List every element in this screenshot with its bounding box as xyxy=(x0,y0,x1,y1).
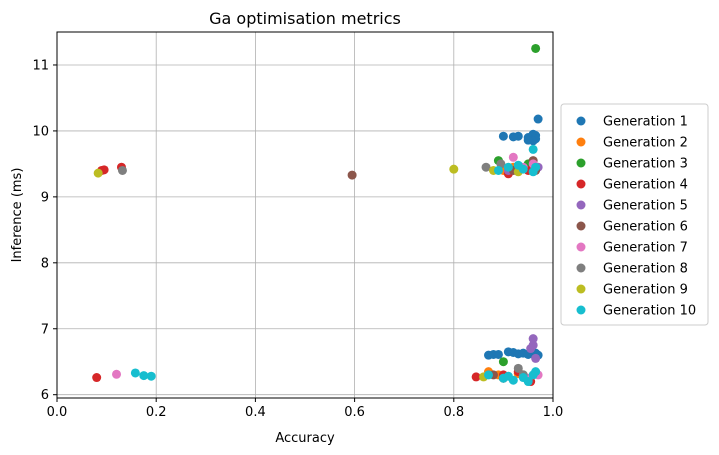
x-tick-label: 0.4 xyxy=(245,405,266,420)
legend-marker xyxy=(576,200,586,210)
data-point xyxy=(471,372,481,382)
data-point xyxy=(528,144,538,154)
legend: Generation 1 Generation 2 Generation 3 Gene… xyxy=(560,103,709,326)
legend-marker xyxy=(576,263,586,273)
legend-label: Generation 7 xyxy=(603,241,688,256)
data-point xyxy=(528,167,538,177)
data-point xyxy=(92,373,102,383)
data-point xyxy=(347,170,357,180)
legend-marker xyxy=(576,158,586,168)
data-point xyxy=(93,168,103,178)
y-tick-label: 7 xyxy=(41,322,49,337)
data-point xyxy=(513,363,523,373)
chart-title: Ga optimisation metrics xyxy=(209,9,401,28)
x-tick-label: 0.0 xyxy=(47,405,68,420)
data-point xyxy=(531,367,541,377)
data-point xyxy=(481,162,491,172)
data-point xyxy=(493,165,503,175)
legend-marker xyxy=(576,116,586,126)
data-point xyxy=(493,349,503,359)
legend-label: Generation 5 xyxy=(603,199,688,214)
x-tick-label: 0.2 xyxy=(146,405,167,420)
plot-frame xyxy=(56,31,554,399)
data-point xyxy=(531,353,541,363)
legend-label: Generation 3 xyxy=(603,157,688,172)
data-point xyxy=(513,160,523,170)
x-axis-ticks: 0.0 0.2 0.4 0.6 0.8 1.0 xyxy=(47,398,564,420)
y-axis-label: Inference (ms) xyxy=(10,168,25,263)
data-point xyxy=(117,165,127,175)
x-axis-label: Accuracy xyxy=(275,431,335,446)
y-tick-label: 11 xyxy=(32,58,49,73)
data-point xyxy=(498,131,508,141)
legend-marker xyxy=(576,179,586,189)
data-point xyxy=(503,162,513,172)
legend-box xyxy=(560,103,709,326)
y-tick-label: 6 xyxy=(41,388,49,403)
x-tick-label: 0.8 xyxy=(443,405,464,420)
data-points xyxy=(92,43,543,387)
y-tick-label: 10 xyxy=(32,124,49,139)
legend-label: Generation 8 xyxy=(603,262,688,277)
data-point xyxy=(508,132,518,142)
legend-marker xyxy=(576,221,586,231)
legend-marker xyxy=(576,137,586,147)
data-point xyxy=(523,135,533,145)
legend-label: Generation 1 xyxy=(603,115,688,130)
data-point xyxy=(528,334,538,344)
data-point xyxy=(146,371,156,381)
legend-marker xyxy=(576,242,586,252)
data-point xyxy=(484,370,494,380)
data-point xyxy=(533,114,543,124)
data-point xyxy=(526,344,536,354)
y-tick-label: 9 xyxy=(41,190,49,205)
data-point xyxy=(498,357,508,367)
data-point xyxy=(449,164,459,174)
legend-label: Generation 2 xyxy=(603,136,688,151)
legend-marker xyxy=(576,284,586,294)
legend-marker xyxy=(576,305,586,315)
legend-label: Generation 10 xyxy=(603,304,696,319)
data-point xyxy=(508,152,518,162)
data-point xyxy=(130,368,140,378)
y-tick-label: 8 xyxy=(41,256,49,271)
data-point xyxy=(139,371,149,381)
legend-label: Generation 4 xyxy=(603,178,688,193)
x-tick-label: 0.6 xyxy=(344,405,365,420)
data-point xyxy=(503,371,513,381)
data-point xyxy=(112,369,122,379)
data-point xyxy=(523,377,533,387)
x-tick-label: 1.0 xyxy=(543,405,564,420)
grid xyxy=(56,32,554,398)
data-point xyxy=(531,43,541,53)
legend-label: Generation 6 xyxy=(603,220,688,235)
legend-label: Generation 9 xyxy=(603,283,688,298)
y-axis-ticks: 6 7 8 9 10 11 xyxy=(32,58,57,403)
